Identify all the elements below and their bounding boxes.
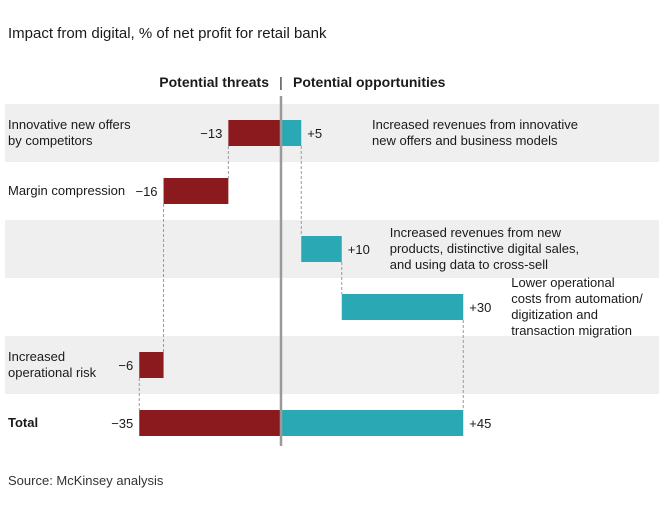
opportunity-description-line: Increased revenues from new (390, 225, 562, 240)
row-label: Innovative new offers by competitors (8, 117, 131, 148)
opportunity-value-label: +30 (469, 300, 491, 315)
threat-bar (139, 352, 164, 378)
opportunity-value-label: +45 (469, 416, 491, 431)
row-band (5, 336, 659, 394)
opportunity-description: Lower operational costs from automation/d… (511, 275, 643, 338)
row-label-line: Innovative new offers (8, 117, 131, 132)
opportunity-description: Increased revenues from new products, dis… (390, 225, 579, 272)
threat-bar (163, 178, 229, 204)
threat-value-label: −6 (118, 358, 133, 373)
row-label-line: Total (8, 415, 38, 430)
bars (139, 120, 464, 436)
row-label-line: by competitors (8, 133, 93, 148)
chart-title: Impact from digital, % of net profit for… (8, 25, 327, 42)
opportunity-description-line: digitization and (511, 307, 598, 322)
legend-threats: Potential threats (159, 74, 269, 90)
threat-value-label: −16 (135, 184, 157, 199)
source-note: Source: McKinsey analysis (8, 473, 164, 488)
row-label-line: Margin compression (8, 183, 125, 198)
opportunity-bar (281, 410, 464, 436)
row-band (5, 104, 659, 162)
opportunity-description-line: new offers and business models (372, 133, 558, 148)
row-label: Total (8, 415, 38, 430)
labels: Innovative new offers by competitors −13 +5… (8, 117, 643, 431)
opportunity-bar (341, 294, 464, 320)
opportunity-description: Increased revenues from innovative new of… (372, 117, 578, 148)
opportunity-value-label: +5 (307, 126, 322, 141)
threat-bar (139, 410, 281, 436)
opportunity-description-line: Increased revenues from innovative (372, 117, 578, 132)
opportunity-description-line: products, distinctive digital sales, (390, 241, 579, 256)
opportunity-description-line: and using data to cross-sell (390, 257, 548, 272)
threat-value-label: −13 (200, 126, 222, 141)
threat-bar (228, 120, 281, 146)
opportunity-bar (301, 236, 342, 262)
opportunity-bar (281, 120, 302, 146)
opportunity-value-label: +10 (348, 242, 370, 257)
connector-lines (138, 146, 464, 410)
legend-separator: | (279, 74, 283, 90)
row-label-line: operational risk (8, 365, 97, 380)
row-label: Increased operational risk (8, 349, 97, 380)
threat-value-label: −35 (111, 416, 133, 431)
opportunity-description-line: costs from automation/ (511, 291, 643, 306)
opportunity-description-line: Lower operational (511, 275, 614, 290)
opportunity-description-line: transaction migration (511, 323, 632, 338)
row-label: Margin compression (8, 183, 125, 198)
legend-opportunities: Potential opportunities (293, 74, 446, 90)
row-label-line: Increased (8, 349, 65, 364)
